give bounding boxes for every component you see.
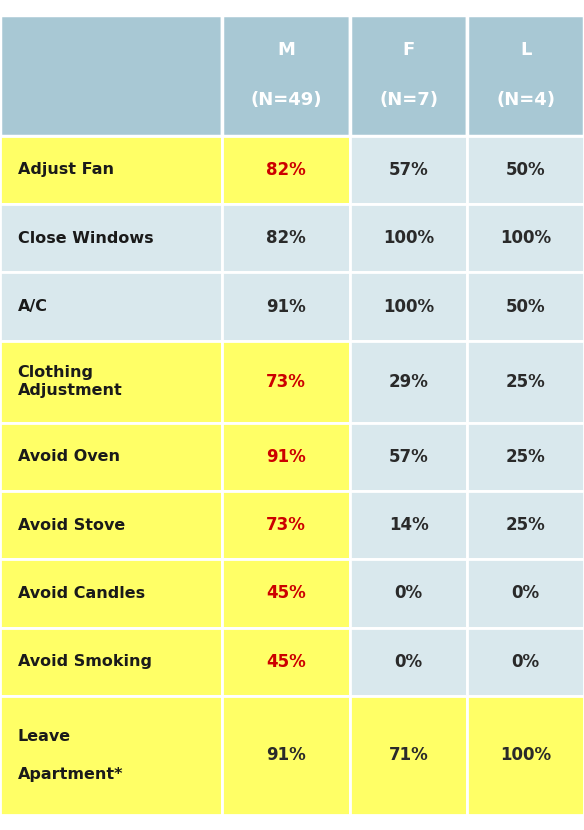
FancyBboxPatch shape	[467, 136, 584, 204]
FancyBboxPatch shape	[467, 627, 584, 696]
Text: 14%: 14%	[389, 516, 429, 534]
Text: 0%: 0%	[512, 584, 540, 603]
Text: 29%: 29%	[389, 373, 429, 391]
Text: 91%: 91%	[266, 746, 306, 764]
Text: 0%: 0%	[395, 584, 423, 603]
Text: M

(N=49): M (N=49)	[251, 42, 322, 110]
Text: Avoid Oven: Avoid Oven	[18, 449, 120, 464]
Text: 100%: 100%	[383, 298, 434, 315]
Text: 25%: 25%	[506, 447, 545, 466]
Text: 73%: 73%	[266, 516, 306, 534]
Text: 82%: 82%	[266, 229, 306, 247]
FancyBboxPatch shape	[0, 491, 222, 559]
FancyBboxPatch shape	[467, 272, 584, 341]
Text: 100%: 100%	[500, 229, 551, 247]
FancyBboxPatch shape	[350, 341, 467, 422]
Text: Avoid Stove: Avoid Stove	[18, 518, 125, 533]
FancyBboxPatch shape	[0, 696, 222, 815]
Text: Avoid Candles: Avoid Candles	[18, 586, 145, 601]
Text: 91%: 91%	[266, 298, 306, 315]
FancyBboxPatch shape	[0, 341, 222, 422]
Text: 45%: 45%	[266, 652, 306, 671]
Text: Leave

Apartment*: Leave Apartment*	[18, 730, 123, 782]
FancyBboxPatch shape	[467, 341, 584, 422]
Text: 25%: 25%	[506, 516, 545, 534]
FancyBboxPatch shape	[222, 696, 350, 815]
Text: Avoid Smoking: Avoid Smoking	[18, 654, 151, 669]
Text: Clothing
Adjustment: Clothing Adjustment	[18, 365, 122, 398]
FancyBboxPatch shape	[350, 696, 467, 815]
FancyBboxPatch shape	[350, 204, 467, 272]
FancyBboxPatch shape	[350, 559, 467, 627]
FancyBboxPatch shape	[222, 559, 350, 627]
Text: 25%: 25%	[506, 373, 545, 391]
FancyBboxPatch shape	[222, 627, 350, 696]
FancyBboxPatch shape	[350, 627, 467, 696]
FancyBboxPatch shape	[0, 136, 222, 204]
Text: 91%: 91%	[266, 447, 306, 466]
FancyBboxPatch shape	[467, 204, 584, 272]
FancyBboxPatch shape	[467, 491, 584, 559]
FancyBboxPatch shape	[467, 15, 584, 136]
FancyBboxPatch shape	[0, 627, 222, 696]
Text: 71%: 71%	[389, 746, 429, 764]
Text: Adjust Fan: Adjust Fan	[18, 163, 113, 178]
Text: 0%: 0%	[395, 652, 423, 671]
FancyBboxPatch shape	[0, 422, 222, 491]
FancyBboxPatch shape	[350, 15, 467, 136]
Text: Close Windows: Close Windows	[18, 231, 153, 246]
FancyBboxPatch shape	[222, 341, 350, 422]
Text: 50%: 50%	[506, 298, 545, 315]
Text: 0%: 0%	[512, 652, 540, 671]
FancyBboxPatch shape	[350, 422, 467, 491]
FancyBboxPatch shape	[350, 136, 467, 204]
FancyBboxPatch shape	[222, 204, 350, 272]
FancyBboxPatch shape	[467, 696, 584, 815]
FancyBboxPatch shape	[350, 272, 467, 341]
FancyBboxPatch shape	[0, 15, 222, 136]
Text: L

(N=4): L (N=4)	[496, 42, 555, 110]
FancyBboxPatch shape	[0, 272, 222, 341]
FancyBboxPatch shape	[222, 272, 350, 341]
Text: 57%: 57%	[389, 447, 429, 466]
Text: 50%: 50%	[506, 161, 545, 179]
Text: A/C: A/C	[18, 299, 47, 314]
FancyBboxPatch shape	[467, 422, 584, 491]
Text: 100%: 100%	[383, 229, 434, 247]
FancyBboxPatch shape	[222, 15, 350, 136]
FancyBboxPatch shape	[222, 422, 350, 491]
FancyBboxPatch shape	[350, 491, 467, 559]
FancyBboxPatch shape	[467, 559, 584, 627]
FancyBboxPatch shape	[0, 204, 222, 272]
Text: 57%: 57%	[389, 161, 429, 179]
Text: 100%: 100%	[500, 746, 551, 764]
FancyBboxPatch shape	[222, 136, 350, 204]
FancyBboxPatch shape	[222, 491, 350, 559]
Text: 45%: 45%	[266, 584, 306, 603]
Text: F

(N=7): F (N=7)	[379, 42, 439, 110]
FancyBboxPatch shape	[0, 559, 222, 627]
Text: 82%: 82%	[266, 161, 306, 179]
Text: 73%: 73%	[266, 373, 306, 391]
